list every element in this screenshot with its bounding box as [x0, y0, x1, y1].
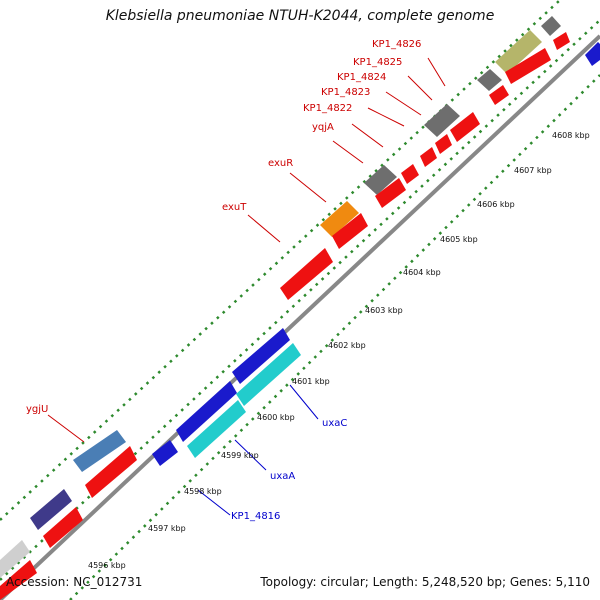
gene-cyan-uxaA[interactable] — [187, 400, 246, 458]
gene-yqjA-box[interactable] — [364, 165, 397, 195]
gene-red-9[interactable] — [332, 213, 368, 249]
gene-gray-b[interactable] — [424, 104, 460, 137]
page-title: Klebsiella pneumoniae NTUH-K2044, comple… — [105, 8, 495, 24]
tick-label: 4607 kbp — [514, 166, 552, 175]
tick-label: 4606 kbp — [477, 200, 515, 209]
gene-blue-edge[interactable] — [585, 42, 600, 66]
label-kp1-4825: KP1_4825 — [353, 57, 402, 68]
label-uxaC: uxaC — [322, 418, 347, 429]
tick-label: 4603 kbp — [365, 306, 403, 315]
forward-genes — [0, 16, 561, 578]
kbp-ticks: 4596 kbp 4597 kbp 4598 kbp 4599 kbp 4600… — [88, 131, 590, 570]
gene-olive-box[interactable] — [495, 30, 542, 74]
gene-blue-top-b[interactable] — [176, 381, 237, 442]
gene-red-6[interactable] — [420, 147, 437, 167]
label-exuR: exuR — [268, 158, 293, 169]
tick-label: 4604 kbp — [403, 268, 441, 277]
label-uxaA: uxaA — [270, 471, 295, 482]
gene-red-1[interactable] — [553, 32, 570, 50]
genome-track — [0, 34, 600, 600]
gene-red-3[interactable] — [489, 85, 509, 105]
gene-ygjU-box[interactable] — [73, 430, 126, 472]
label-kp1-4824: KP1_4824 — [337, 72, 386, 83]
tick-label: 4596 kbp — [88, 561, 126, 570]
label-kp1-4826: KP1_4826 — [372, 39, 421, 50]
gene-cyan-uxaC[interactable] — [236, 343, 301, 406]
accession-text: Accession: NC_012731 — [6, 575, 143, 589]
tick-label: 4600 kbp — [257, 413, 295, 422]
gene-red-7[interactable] — [401, 164, 419, 184]
gene-exuR-box[interactable] — [320, 201, 359, 237]
gene-blue-top-a[interactable] — [232, 328, 290, 384]
genome-summary-text: Topology: circular; Length: 5,248,520 bp… — [260, 575, 590, 589]
label-yqjA: yqjA — [312, 122, 334, 133]
gene-lightgray-box[interactable] — [0, 540, 30, 578]
gene-red-edge[interactable] — [0, 560, 37, 600]
tick-label: 4608 kbp — [552, 131, 590, 140]
gene-red-5[interactable] — [435, 134, 452, 154]
tick-label: 4599 kbp — [221, 451, 259, 460]
gene-red-lower[interactable] — [43, 507, 83, 548]
gene-blue-kp1-4816[interactable] — [152, 440, 178, 466]
label-exuT: exuT — [222, 202, 247, 213]
tick-label: 4597 kbp — [148, 524, 186, 533]
gene-gray-a[interactable] — [477, 69, 502, 91]
gene-red-8[interactable] — [375, 178, 406, 208]
label-ygjU: ygjU — [26, 404, 48, 415]
label-kp1-4823: KP1_4823 — [321, 87, 370, 98]
gene-labels: KP1_4826 KP1_4825 KP1_4824 KP1_4823 KP1_… — [26, 39, 421, 522]
reverse-genes — [0, 32, 600, 600]
tick-label: 4605 kbp — [440, 235, 478, 244]
label-kp1-4822: KP1_4822 — [303, 103, 352, 114]
gene-purple-box[interactable] — [30, 489, 72, 530]
gene-red-ygjU[interactable] — [85, 446, 137, 498]
gene-red-2[interactable] — [505, 48, 551, 84]
gene-kp1-4826-box[interactable] — [541, 16, 561, 36]
tick-label: 4601 kbp — [292, 377, 330, 386]
tick-label: 4602 kbp — [328, 341, 366, 350]
gene-red-exuT[interactable] — [280, 248, 333, 300]
leader-lines — [47, 57, 446, 516]
label-kp1-4816: KP1_4816 — [231, 511, 280, 522]
tick-label: 4598 kbp — [184, 487, 222, 496]
gene-red-4[interactable] — [450, 112, 480, 142]
